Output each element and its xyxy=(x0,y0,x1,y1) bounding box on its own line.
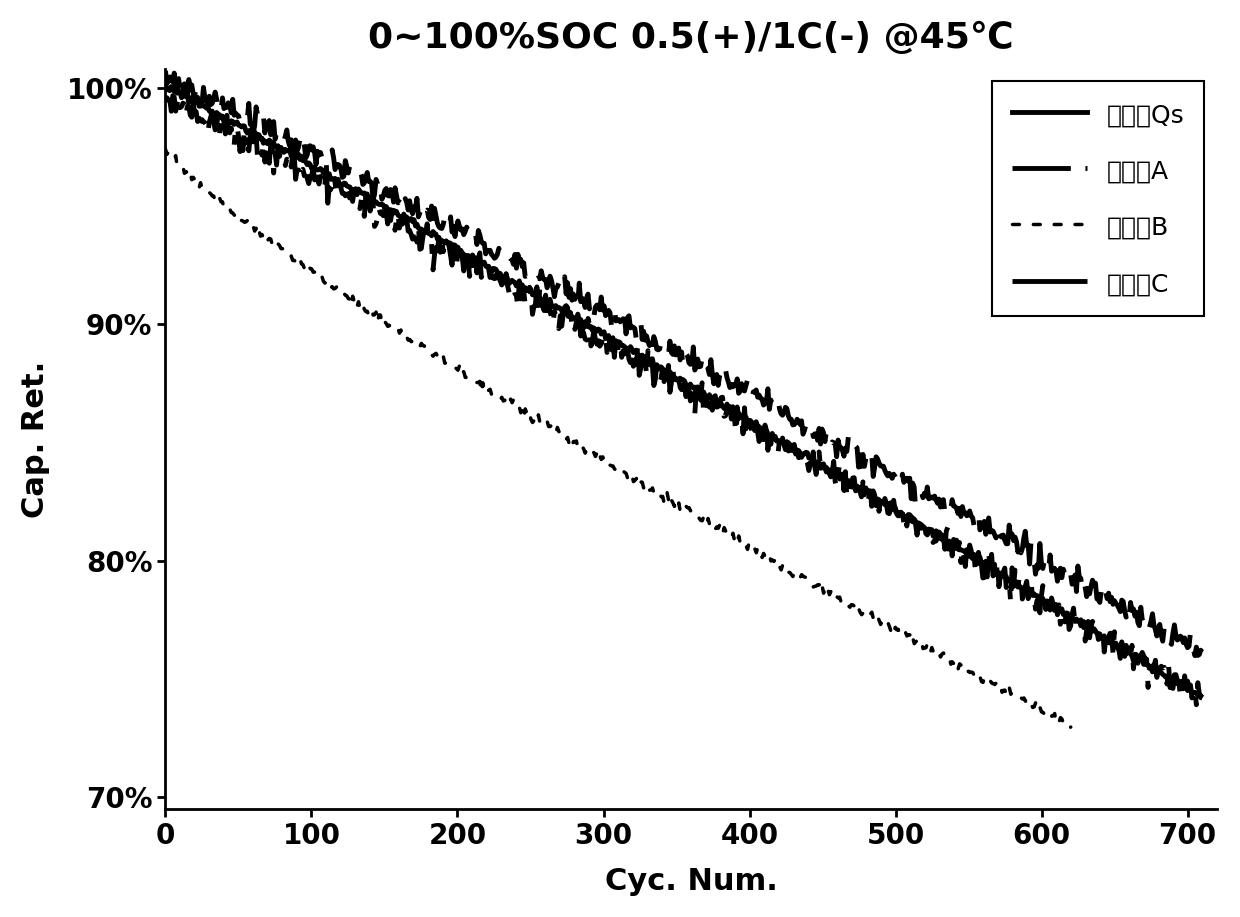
待测样B xyxy=(919,642,934,653)
Line: 待测样C: 待测样C xyxy=(165,71,1203,656)
待测样B xyxy=(286,255,301,266)
标准样Qs xyxy=(157,83,172,94)
待测样A xyxy=(1188,683,1203,694)
待测样C xyxy=(728,380,743,391)
待测样A xyxy=(993,570,1008,581)
Line: 待测样B: 待测样B xyxy=(165,149,1071,728)
待测样A xyxy=(484,263,498,274)
标准样Qs xyxy=(730,402,745,413)
待测样B xyxy=(1040,709,1055,720)
待测样C xyxy=(1185,644,1200,655)
待测样A xyxy=(818,467,833,478)
待测样B xyxy=(1061,723,1076,734)
待测样A xyxy=(165,90,180,101)
Line: 待测样A: 待测样A xyxy=(165,95,1203,705)
待测样B xyxy=(157,144,172,155)
X-axis label: Cyc. Num.: Cyc. Num. xyxy=(605,867,777,896)
Y-axis label: Cap. Ret.: Cap. Ret. xyxy=(21,360,50,517)
标准样Qs xyxy=(1188,687,1203,698)
Legend: 标准样Qs, 待测样A, 待测样B, 待测样C: 标准样Qs, 待测样A, 待测样B, 待测样C xyxy=(992,82,1204,316)
待测样A xyxy=(1195,689,1210,700)
Title: 0~100%SOC 0.5(+)/1C(-) @45℃: 0~100%SOC 0.5(+)/1C(-) @45℃ xyxy=(368,21,1014,55)
标准样Qs xyxy=(1195,692,1210,703)
标准样Qs xyxy=(484,267,498,278)
Line: 标准样Qs: 标准样Qs xyxy=(165,86,1203,698)
标准样Qs xyxy=(831,469,846,480)
待测样A xyxy=(1189,700,1204,711)
标准样Qs xyxy=(164,81,179,92)
标准样Qs xyxy=(993,569,1008,580)
待测样C xyxy=(817,436,832,447)
待测样C xyxy=(1188,650,1203,661)
待测样C xyxy=(482,245,497,256)
标准样Qs xyxy=(818,462,833,473)
待测样A xyxy=(831,470,846,481)
待测样B xyxy=(494,393,508,404)
待测样C xyxy=(992,528,1007,539)
待测样B xyxy=(810,580,825,591)
待测样C xyxy=(157,65,172,76)
待测样A xyxy=(730,412,745,423)
待测样B xyxy=(862,606,877,617)
待测样C xyxy=(830,451,844,462)
待测样C xyxy=(1195,646,1210,657)
待测样B xyxy=(1064,722,1079,733)
待测样A xyxy=(157,93,172,104)
